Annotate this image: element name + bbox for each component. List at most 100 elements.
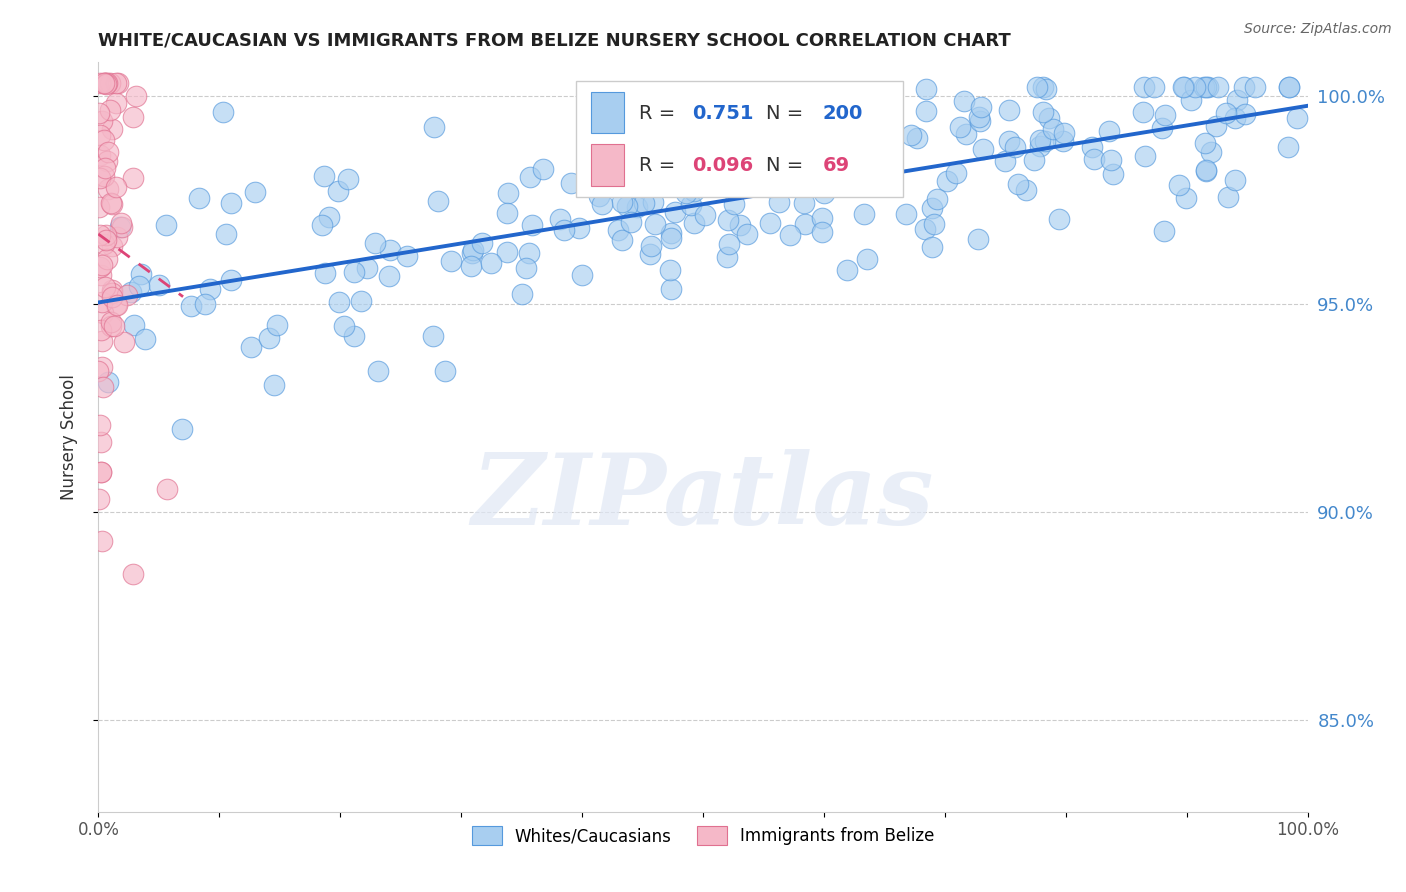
Point [1099,153,1122,167]
Point [914,222,936,236]
Point [811,211,834,226]
Point [156,482,179,496]
Point [921,201,943,215]
Point [440,253,463,268]
Text: 0.751: 0.751 [692,104,754,123]
Point [1195,80,1218,95]
Legend: Whites/Caucasians, Immigrants from Belize: Whites/Caucasians, Immigrants from Beliz… [465,820,941,852]
Point [461,246,484,260]
Point [1032,80,1054,95]
Point [945,166,967,180]
Point [998,134,1021,148]
Point [553,222,575,236]
Point [644,217,666,231]
Point [1033,134,1056,148]
Point [90,466,112,480]
Point [1102,167,1125,181]
Point [194,296,217,310]
Point [914,82,936,96]
Point [122,110,145,124]
Point [610,233,633,247]
Point [1153,224,1175,238]
Point [591,196,613,211]
Point [560,176,582,190]
Point [239,341,262,355]
Point [91,114,114,128]
Point [519,169,541,184]
Point [1197,80,1219,95]
Point [638,247,661,261]
Point [1007,177,1029,191]
Point [101,290,124,304]
Text: 200: 200 [823,104,863,123]
Point [1014,183,1036,197]
Point [813,186,835,201]
Point [1038,111,1060,125]
Point [94,76,117,90]
Point [659,226,682,240]
Point [128,279,150,293]
Point [110,216,132,230]
Point [626,200,648,214]
Point [460,259,482,273]
Point [90,323,112,337]
Point [1173,80,1195,95]
Point [172,422,194,436]
Point [129,268,152,282]
Point [949,120,972,134]
Point [759,216,782,230]
Point [1029,138,1052,153]
Point [1199,145,1222,160]
Point [605,171,627,186]
Point [1192,80,1215,95]
Point [1243,80,1265,95]
Point [1083,153,1105,167]
Point [1285,112,1308,126]
Point [770,144,793,158]
Point [97,182,120,196]
Point [643,195,665,210]
Point [91,360,114,375]
Point [356,261,378,276]
Point [759,179,782,194]
Point [112,335,135,350]
Point [1081,140,1104,154]
Point [675,186,697,200]
Point [94,234,117,248]
Point [953,94,976,108]
Text: R =: R = [638,104,682,123]
Point [215,227,238,241]
Point [970,100,993,114]
Point [219,273,242,287]
Point [108,220,131,235]
Point [97,375,120,389]
Point [852,207,875,221]
Point [1167,178,1189,192]
Point [548,211,571,226]
Point [96,154,118,169]
Point [89,171,111,186]
Point [1047,211,1070,226]
Point [134,332,156,346]
Point [515,260,537,275]
Point [87,364,110,378]
Point [87,492,110,507]
Point [1194,163,1216,178]
Point [1029,133,1052,147]
Point [479,256,502,270]
Point [87,106,110,120]
Point [100,103,122,118]
Point [659,282,682,296]
Point [155,218,177,232]
Point [682,184,704,198]
Point [1143,80,1166,95]
Point [1277,140,1299,154]
Point [717,236,740,251]
Point [658,262,681,277]
Point [520,219,543,233]
Point [96,252,118,267]
Point [716,250,738,264]
Point [1098,123,1121,137]
Point [779,228,801,243]
Point [263,377,285,392]
